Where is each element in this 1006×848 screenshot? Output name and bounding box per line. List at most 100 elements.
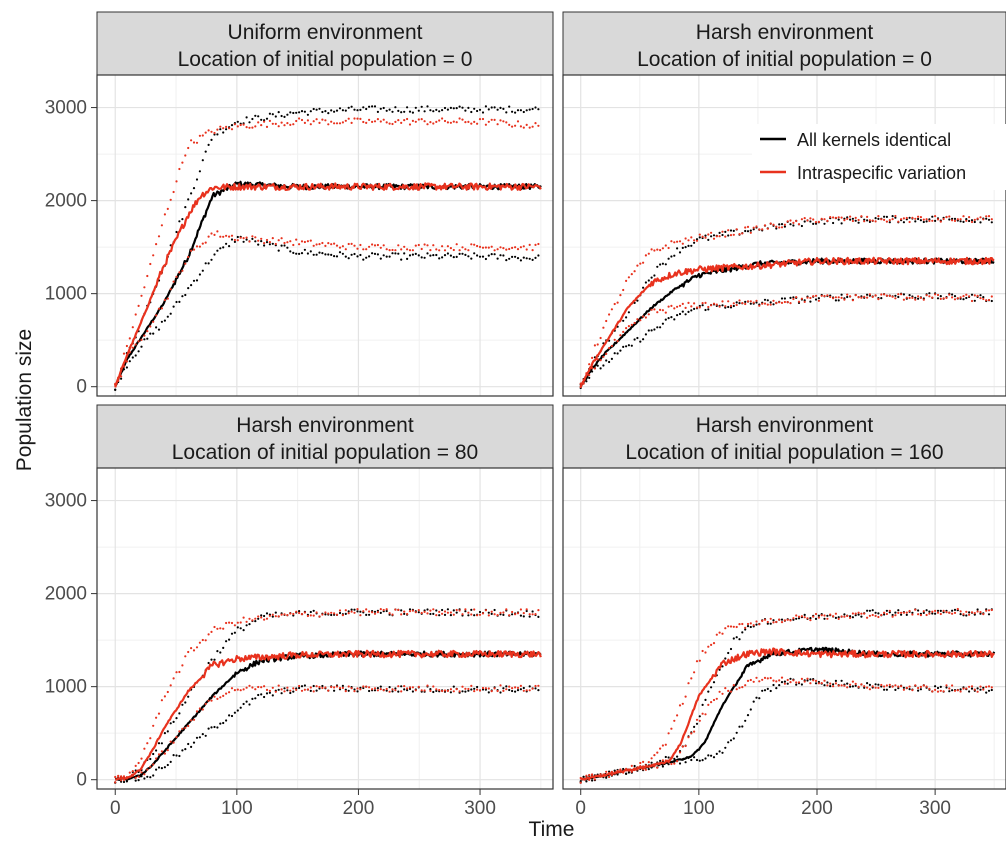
data-point bbox=[505, 111, 508, 114]
data-point bbox=[738, 725, 741, 728]
data-point bbox=[397, 690, 400, 693]
data-point bbox=[236, 626, 239, 629]
data-point bbox=[280, 237, 283, 240]
data-point bbox=[263, 618, 266, 621]
panel-title-line2: Location of initial population = 80 bbox=[172, 441, 478, 464]
data-point bbox=[406, 106, 409, 109]
data-point bbox=[766, 299, 769, 302]
data-point bbox=[766, 227, 769, 230]
data-point bbox=[198, 707, 201, 710]
data-point bbox=[499, 684, 502, 687]
data-point bbox=[306, 113, 309, 116]
data-point bbox=[985, 609, 988, 612]
data-point bbox=[408, 686, 412, 689]
data-point bbox=[195, 710, 199, 713]
data-point bbox=[230, 124, 234, 127]
data-point bbox=[642, 315, 645, 318]
data-point bbox=[902, 611, 906, 614]
data-point bbox=[373, 612, 377, 615]
data-point bbox=[897, 611, 900, 615]
data-point bbox=[298, 684, 301, 688]
data-point bbox=[789, 681, 792, 684]
data-point bbox=[298, 611, 301, 615]
data-point bbox=[394, 608, 397, 611]
data-point bbox=[897, 609, 900, 612]
data-point bbox=[596, 358, 599, 361]
x-tick-label: 100 bbox=[221, 798, 253, 819]
data-point bbox=[667, 761, 670, 764]
data-point bbox=[175, 671, 178, 674]
data-point bbox=[591, 370, 594, 373]
data-point bbox=[676, 755, 679, 758]
data-point bbox=[473, 107, 476, 110]
data-point bbox=[888, 221, 891, 224]
data-point bbox=[204, 150, 207, 153]
data-point bbox=[928, 687, 931, 690]
data-point bbox=[661, 309, 665, 312]
data-point bbox=[934, 688, 937, 692]
data-point bbox=[353, 117, 356, 120]
data-point bbox=[849, 218, 852, 221]
data-point bbox=[987, 613, 991, 616]
data-point bbox=[344, 609, 347, 612]
data-point bbox=[277, 111, 280, 114]
data-point bbox=[948, 293, 951, 296]
data-point bbox=[749, 622, 752, 625]
data-point bbox=[812, 679, 815, 682]
data-point bbox=[843, 615, 846, 618]
data-point bbox=[673, 762, 676, 765]
data-point bbox=[347, 106, 350, 109]
data-point bbox=[786, 682, 789, 685]
data-point bbox=[965, 610, 968, 613]
data-point bbox=[704, 757, 707, 760]
data-point bbox=[248, 240, 251, 243]
data-point bbox=[321, 613, 324, 616]
data-point bbox=[341, 684, 344, 688]
data-point bbox=[832, 615, 835, 618]
data-point bbox=[715, 697, 718, 700]
data-point bbox=[610, 357, 614, 360]
data-point bbox=[213, 253, 216, 256]
data-point bbox=[780, 621, 784, 624]
data-point bbox=[914, 296, 917, 299]
data-point bbox=[260, 118, 263, 121]
data-point bbox=[979, 294, 982, 297]
data-point bbox=[289, 123, 292, 126]
data-point bbox=[701, 302, 704, 305]
data-point bbox=[175, 754, 178, 757]
data-point bbox=[823, 222, 826, 225]
data-point bbox=[650, 765, 653, 768]
data-point bbox=[928, 292, 931, 295]
data-point bbox=[531, 613, 534, 616]
data-point bbox=[216, 128, 219, 131]
data-point bbox=[201, 159, 204, 162]
data-point bbox=[222, 694, 225, 698]
data-point bbox=[502, 613, 505, 617]
data-point bbox=[408, 249, 412, 252]
data-point bbox=[823, 614, 826, 617]
data-point bbox=[866, 219, 869, 222]
series-variation-mean bbox=[114, 182, 542, 388]
data-point bbox=[242, 688, 245, 691]
data-point bbox=[956, 297, 959, 300]
data-point bbox=[487, 108, 490, 111]
data-point bbox=[187, 742, 190, 746]
data-point bbox=[670, 727, 673, 730]
data-point bbox=[704, 236, 707, 239]
data-point bbox=[622, 767, 625, 771]
data-point bbox=[866, 215, 869, 218]
data-point bbox=[181, 218, 184, 221]
data-point bbox=[832, 297, 835, 300]
data-point bbox=[625, 316, 628, 319]
data-point bbox=[922, 684, 925, 687]
data-point bbox=[772, 303, 775, 306]
data-point bbox=[979, 221, 982, 224]
data-point bbox=[965, 687, 968, 690]
data-point bbox=[664, 743, 667, 746]
data-point bbox=[738, 299, 741, 302]
data-point bbox=[925, 294, 928, 297]
data-point bbox=[729, 647, 733, 651]
data-point bbox=[528, 257, 531, 260]
data-point bbox=[353, 608, 356, 611]
data-point bbox=[868, 683, 872, 687]
